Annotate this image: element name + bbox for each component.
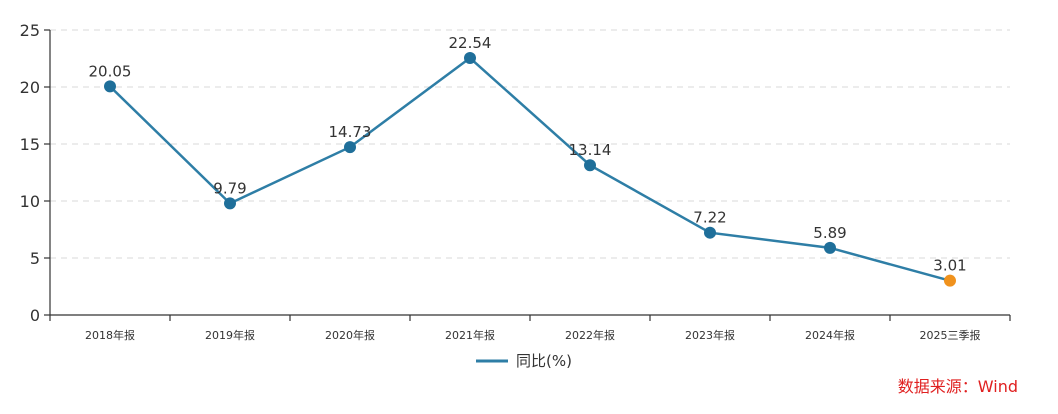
x-tick-label: 2022年报 — [565, 328, 615, 342]
legend[interactable]: 同比(%) — [476, 352, 572, 370]
y-axis: 0 5 10 15 20 25 — [20, 21, 51, 325]
data-label: 3.01 — [933, 257, 966, 275]
data-labels: 20.05 9.79 14.73 22.54 13.14 7.22 5.89 3.01 — [89, 34, 967, 275]
data-point — [824, 241, 836, 254]
x-axis: 2018年报 2019年报 2020年报 2021年报 2022年报 2023年报 2024… — [49, 314, 1011, 342]
x-tick-label: 2018年报 — [85, 328, 135, 342]
grid-lines — [50, 29, 1010, 259]
data-point — [704, 226, 716, 239]
data-label: 13.14 — [569, 141, 612, 159]
y-tick-label: 20 — [20, 78, 40, 97]
data-point — [584, 159, 596, 172]
y-tick-label: 10 — [20, 192, 40, 211]
series-yoy — [104, 52, 956, 287]
data-label: 22.54 — [449, 34, 492, 52]
x-tick-label: 2021年报 — [445, 328, 495, 342]
data-label: 20.05 — [89, 62, 132, 80]
data-label: 9.79 — [213, 179, 246, 197]
y-tick-label: 0 — [30, 306, 40, 325]
y-tick-label: 15 — [20, 135, 40, 154]
data-label: 5.89 — [813, 224, 846, 242]
x-tick-label: 2025三季报 — [920, 328, 981, 342]
legend-label: 同比(%) — [516, 352, 572, 370]
data-point — [464, 52, 476, 65]
data-point — [344, 141, 356, 154]
x-tick-label: 2024年报 — [805, 328, 855, 342]
series-line — [109, 56, 951, 282]
data-point — [104, 80, 116, 93]
y-tick-label: 25 — [20, 21, 40, 40]
y-tick-label: 5 — [30, 249, 40, 268]
data-label: 14.73 — [329, 123, 372, 141]
data-point — [224, 197, 236, 210]
data-point — [944, 274, 956, 287]
x-tick-label: 2023年报 — [685, 328, 735, 342]
x-tick-label: 2020年报 — [325, 328, 375, 342]
data-label: 7.22 — [693, 209, 726, 227]
x-tick-label: 2019年报 — [205, 328, 255, 342]
source-note: 数据来源：Wind — [898, 377, 1018, 396]
